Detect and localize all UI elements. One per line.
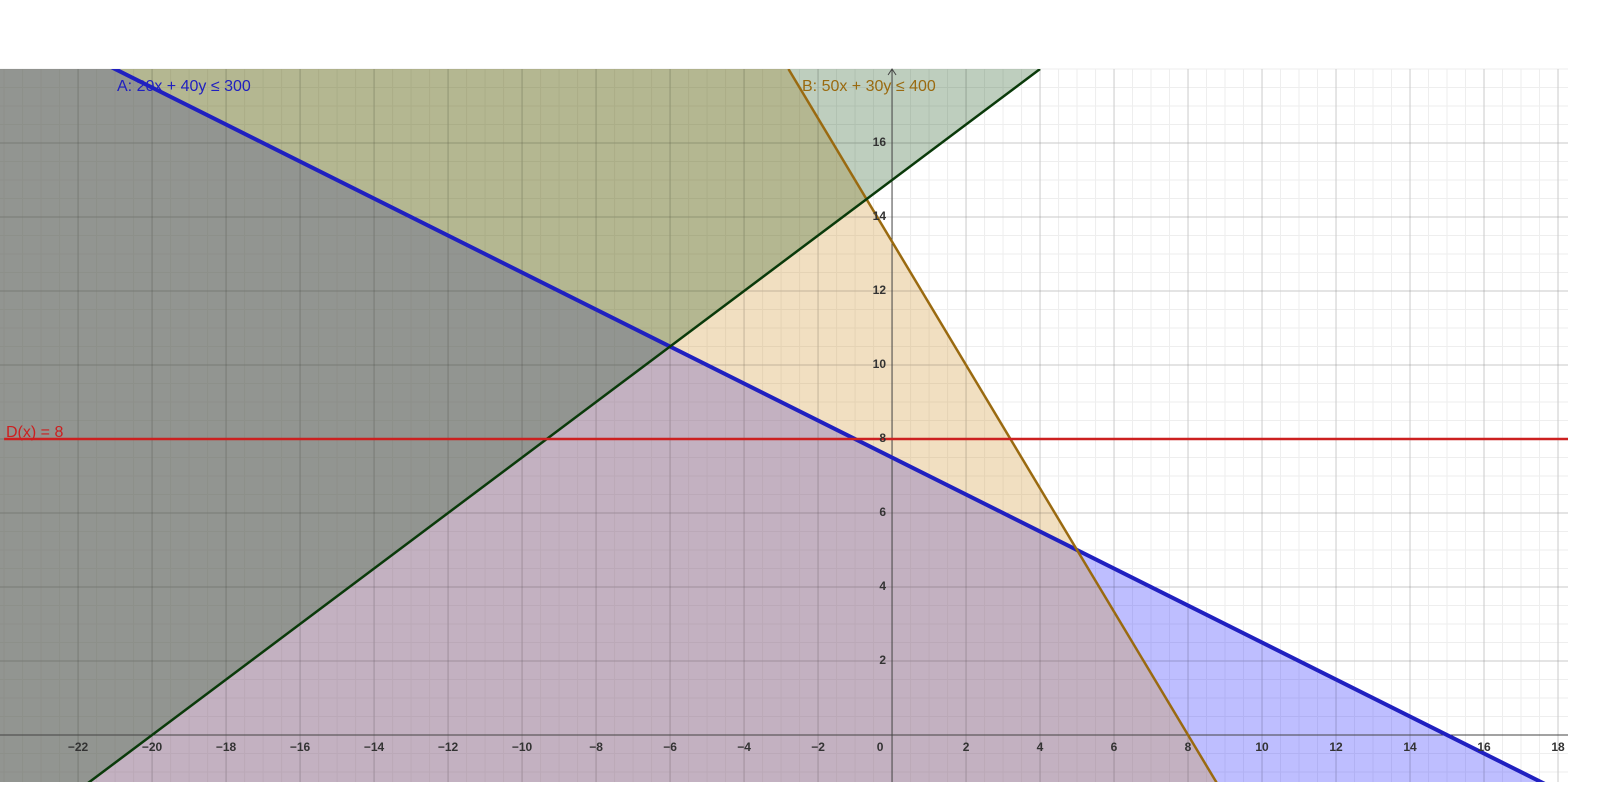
x-tick-label: 18 xyxy=(1551,740,1565,754)
boundary-line xyxy=(787,69,1218,782)
line-label: B: 50x + 30y ≤ 400 xyxy=(802,78,936,95)
x-tick-label: −8 xyxy=(589,740,603,754)
line-label: D(x) = 8 xyxy=(6,424,63,441)
x-tick-label: −16 xyxy=(290,740,311,754)
x-tick-label: 8 xyxy=(1185,740,1192,754)
x-tick-label: −14 xyxy=(364,740,385,754)
x-tick-label: 2 xyxy=(963,740,970,754)
boundary-line xyxy=(87,69,1041,782)
major-grid xyxy=(0,68,1568,782)
x-tick-label: −12 xyxy=(438,740,459,754)
boundary-line xyxy=(110,69,1546,782)
x-tick-label: 0 xyxy=(877,740,884,754)
x-tick-label: 14 xyxy=(1403,740,1417,754)
labels: −22 −20 −18 −16 −14 −12 −10 −8 −6 −4 −2 0 2 4 6 8 10 12 14… xyxy=(6,78,1565,754)
x-tick-label: −2 xyxy=(811,740,825,754)
y-tick-label: 6 xyxy=(879,505,886,519)
x-tick-label: −4 xyxy=(737,740,751,754)
x-tick-label: 12 xyxy=(1329,740,1343,754)
x-tick-label: 10 xyxy=(1255,740,1269,754)
y-tick-label: 16 xyxy=(873,135,887,149)
line-label: A: 20x + 40y ≤ 300 xyxy=(117,78,251,95)
y-tick-label: 14 xyxy=(873,209,887,223)
minor-grid xyxy=(0,68,1568,782)
x-tick-label: −18 xyxy=(216,740,237,754)
x-tick-label: −10 xyxy=(512,740,533,754)
y-tick-label: 4 xyxy=(879,579,886,593)
x-tick-label: 4 xyxy=(1037,740,1044,754)
boundary-lines xyxy=(4,69,1568,782)
axis-arrow xyxy=(887,68,897,76)
x-tick-label: −22 xyxy=(68,740,89,754)
x-tick-label: −6 xyxy=(663,740,677,754)
x-tick-label: −20 xyxy=(142,740,163,754)
x-tick-label: 6 xyxy=(1111,740,1118,754)
x-tick-label: 16 xyxy=(1477,740,1491,754)
y-tick-label: 8 xyxy=(879,431,886,445)
y-tick-label: 12 xyxy=(873,283,887,297)
y-tick-label: 2 xyxy=(879,653,886,667)
y-tick-label: 10 xyxy=(873,357,887,371)
